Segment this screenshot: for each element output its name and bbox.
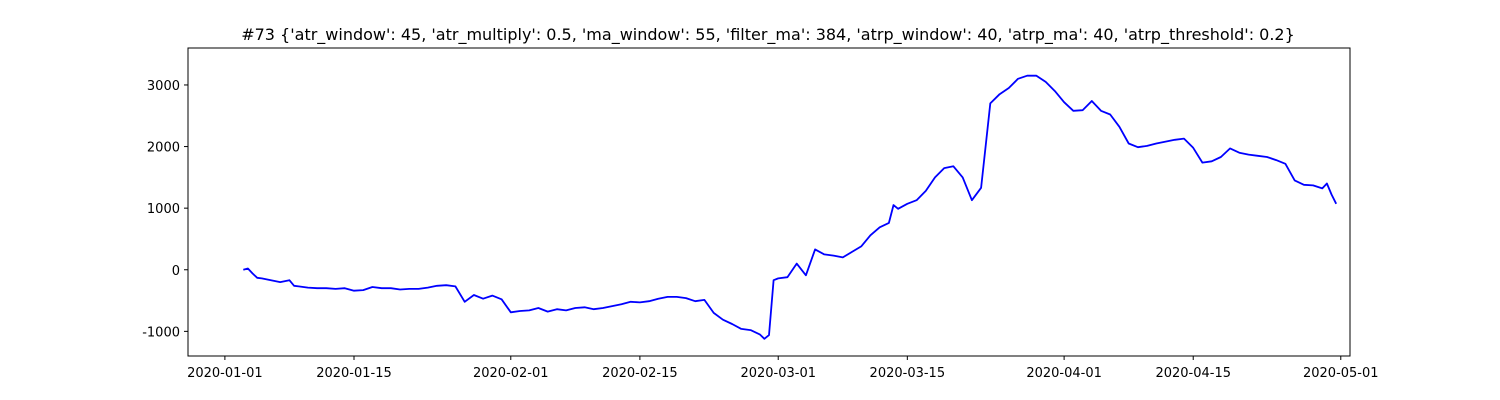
y-tick-label: 1000 bbox=[147, 202, 180, 217]
x-tick-label: 2020-01-15 bbox=[316, 366, 392, 381]
x-tick-label: 2020-03-01 bbox=[740, 366, 816, 381]
y-tick-label: -1000 bbox=[142, 325, 180, 340]
chart-title: #73 {'atr_window': 45, 'atr_multiply': 0… bbox=[241, 25, 1295, 45]
x-tick-label: 2020-02-15 bbox=[602, 366, 678, 381]
x-tick-label: 2020-03-15 bbox=[870, 366, 946, 381]
x-tick-label: 2020-02-01 bbox=[473, 366, 549, 381]
series-line-0 bbox=[243, 74, 1338, 340]
plot-frame bbox=[187, 47, 1351, 357]
y-tick-label: 2000 bbox=[147, 141, 180, 156]
plot-area: 2020-01-01 2020-01-15 2020-02-01 2020-02-15… bbox=[142, 47, 1379, 381]
y-tick-label: 0 bbox=[172, 264, 180, 279]
y-tick-label: 3000 bbox=[147, 79, 180, 94]
x-tick-label: 2020-04-01 bbox=[1026, 366, 1102, 381]
x-tick-label: 2020-05-01 bbox=[1303, 366, 1379, 381]
x-tick-label: 2020-01-01 bbox=[187, 366, 263, 381]
x-tick-label: 2020-04-15 bbox=[1155, 366, 1231, 381]
